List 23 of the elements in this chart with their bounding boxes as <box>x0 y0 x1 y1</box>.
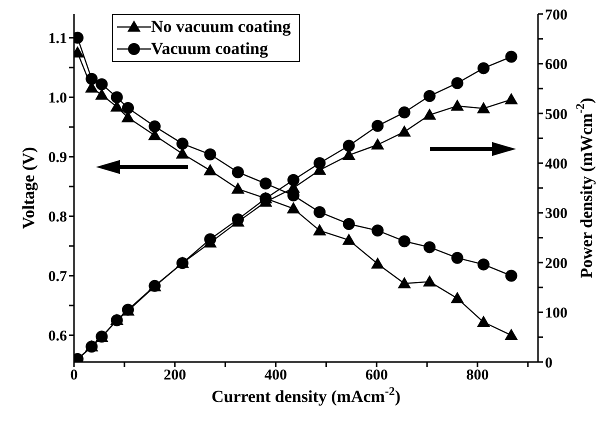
x-tick-label: 200 <box>164 368 186 384</box>
y-tick-label: 0.6 <box>48 328 68 345</box>
x-tick-label: 0 <box>70 368 78 384</box>
y2-tick-label: 300 <box>545 206 568 222</box>
y-tick-label: 1.0 <box>48 90 67 107</box>
y-tick-label: 0.9 <box>48 150 67 166</box>
y2-tick-label: 400 <box>545 156 568 172</box>
x-tick-label: 400 <box>264 368 287 384</box>
y2-tick-label: 500 <box>545 106 568 123</box>
y2-tick-label: 700 <box>545 7 568 24</box>
y-axis-title: Voltage (V) <box>18 147 38 229</box>
y2-tick-label: 600 <box>545 57 568 74</box>
legend-label: Vacuum coating <box>151 38 268 60</box>
y-tick-label: 0.8 <box>48 210 67 226</box>
x-tick-label: 600 <box>365 368 388 384</box>
y2-tick-label: 0 <box>545 355 552 372</box>
y2-tick-label: 100 <box>545 306 568 322</box>
y-tick-label: 0.7 <box>48 269 68 286</box>
y-tick-label: 1.1 <box>48 31 67 48</box>
x-tick-label: 800 <box>466 368 489 384</box>
x-axis-title: Current density (mAcm$^{-2}$) <box>211 384 401 406</box>
y2-tick-label: 200 <box>545 256 568 272</box>
legend-label: No vacuum coating <box>151 16 291 38</box>
